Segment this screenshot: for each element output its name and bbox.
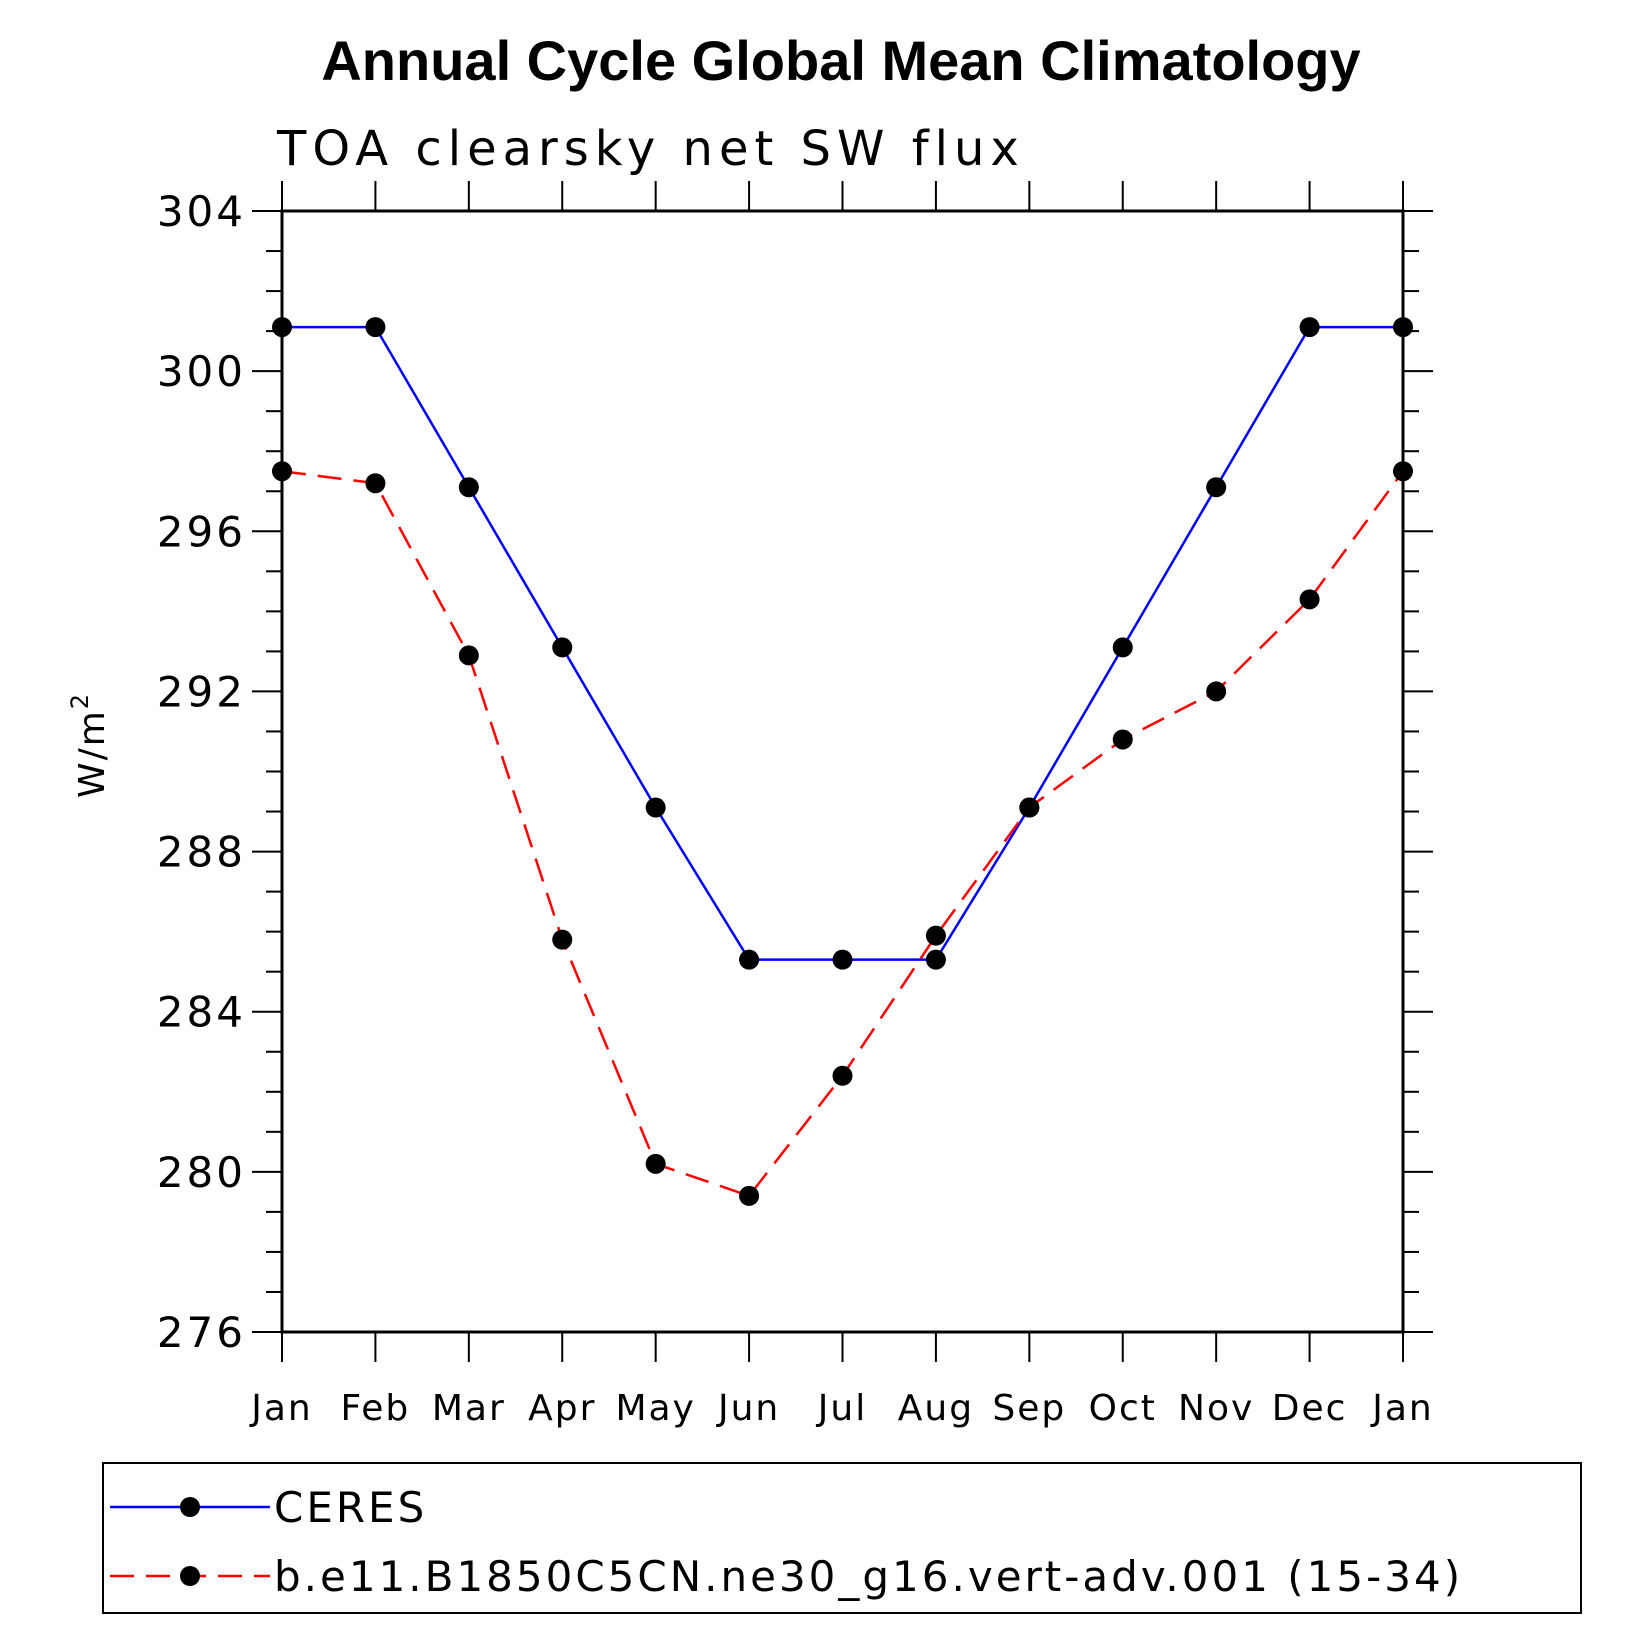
legend-swatch-marker	[180, 1497, 200, 1517]
svg-text:W/m2: W/m2	[66, 692, 113, 798]
x-tick-label: Oct	[1089, 1388, 1157, 1429]
axis-tick-labels: 276 280 284 288 292 296 300 304 Jan Feb Mar Apr May J…	[157, 187, 1434, 1429]
y-tick-label: 288	[157, 828, 246, 877]
data-point	[832, 1065, 853, 1086]
data-point	[458, 477, 479, 498]
data-point	[1299, 317, 1320, 338]
legend-box	[102, 1462, 1582, 1614]
data-point	[832, 949, 853, 970]
y-tick-label: 304	[157, 187, 246, 236]
y-axis-label-superscript: 2	[66, 692, 94, 709]
data-point	[1206, 681, 1227, 702]
chart-subtitle: TOA clearsky net SW flux	[276, 121, 1025, 177]
data-point	[1112, 729, 1133, 750]
y-tick-label: 300	[157, 347, 246, 396]
data-series	[272, 317, 1413, 1206]
x-tick-label: Jun	[716, 1388, 780, 1429]
series-1	[272, 317, 1413, 970]
series-2	[272, 461, 1413, 1206]
x-tick-label: Apr	[528, 1388, 596, 1429]
data-point	[365, 473, 386, 494]
data-point	[925, 949, 946, 970]
x-tick-label: Jul	[816, 1388, 867, 1429]
data-point	[645, 797, 666, 818]
x-tick-label: Jan	[249, 1388, 313, 1429]
x-tick-label: Dec	[1272, 1388, 1348, 1429]
data-point	[365, 317, 386, 338]
y-tick-label: 292	[157, 667, 246, 716]
data-point	[1019, 797, 1040, 818]
y-axis-label-text: W/m	[72, 709, 113, 798]
data-point	[1206, 477, 1227, 498]
axis-ticks	[252, 181, 1433, 1362]
y-tick-label: 280	[157, 1148, 246, 1197]
y-tick-label: 284	[157, 988, 246, 1037]
chart-title: Annual Cycle Global Mean Climatology	[321, 29, 1360, 92]
x-tick-label: Feb	[341, 1388, 411, 1429]
x-tick-label: Mar	[432, 1388, 506, 1429]
series-line	[281, 469, 1405, 1198]
legend: CERES b.e11.B1850C5CN.ne30_g16.vert-adv.0…	[102, 1462, 1582, 1614]
legend-label: CERES	[274, 1483, 427, 1532]
series-line	[282, 325, 1403, 961]
legend-swatch-marker	[180, 1566, 200, 1586]
data-point	[458, 645, 479, 666]
data-point	[552, 929, 573, 950]
data-point	[552, 637, 573, 658]
legend-item-1: CERES	[110, 1483, 427, 1532]
y-tick-label: 296	[157, 507, 246, 556]
data-point	[739, 949, 760, 970]
data-point	[739, 1185, 760, 1206]
x-tick-label: Jan	[1370, 1388, 1434, 1429]
data-point	[645, 1153, 666, 1174]
x-tick-label: Sep	[992, 1388, 1066, 1429]
y-axis-label: W/m2	[66, 692, 113, 798]
x-tick-label: May	[615, 1388, 695, 1429]
legend-item-2: b.e11.B1850C5CN.ne30_g16.vert-adv.001 (1…	[110, 1552, 1463, 1601]
data-point	[1112, 637, 1133, 658]
data-point	[1299, 589, 1320, 610]
y-tick-label: 276	[157, 1308, 246, 1357]
legend-label: b.e11.B1850C5CN.ne30_g16.vert-adv.001 (1…	[274, 1552, 1463, 1601]
x-tick-label: Aug	[898, 1388, 974, 1429]
data-point	[925, 925, 946, 946]
x-tick-label: Nov	[1178, 1388, 1254, 1429]
plot-frame	[280, 209, 1405, 1334]
